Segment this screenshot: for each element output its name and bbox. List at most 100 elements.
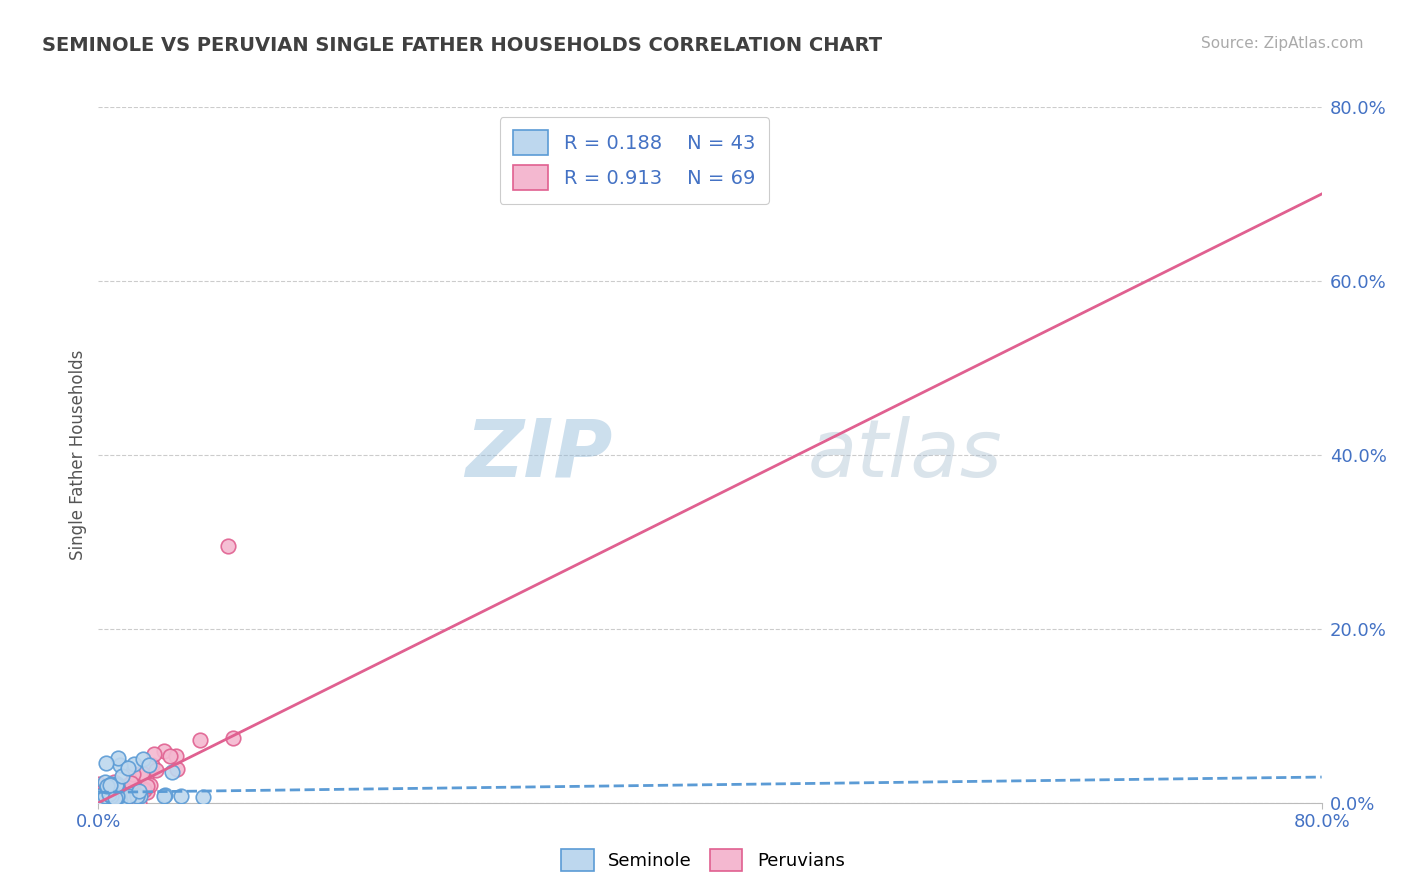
Text: ZIP: ZIP	[465, 416, 612, 494]
Point	[94, 796, 117, 810]
Point	[117, 792, 139, 806]
Point	[108, 789, 131, 803]
Point	[118, 789, 141, 803]
Point	[105, 779, 128, 793]
Point	[127, 790, 149, 805]
Point	[217, 539, 239, 553]
Point	[122, 766, 145, 780]
Point	[166, 762, 188, 776]
Text: atlas: atlas	[808, 416, 1002, 494]
Point	[122, 756, 145, 771]
Y-axis label: Single Father Households: Single Father Households	[69, 350, 87, 560]
Point	[188, 732, 211, 747]
Point	[159, 748, 181, 763]
Point	[142, 747, 165, 761]
Point	[145, 763, 167, 777]
Point	[108, 796, 131, 810]
Point	[103, 775, 125, 789]
Point	[104, 796, 127, 810]
Point	[87, 796, 110, 810]
Point	[128, 784, 150, 798]
Point	[97, 792, 120, 806]
Point	[89, 777, 111, 791]
Point	[100, 777, 122, 791]
Point	[110, 794, 132, 808]
Point	[160, 764, 183, 779]
Point	[125, 789, 148, 803]
Point	[89, 790, 111, 805]
Text: Source: ZipAtlas.com: Source: ZipAtlas.com	[1201, 36, 1364, 51]
Point	[193, 789, 215, 804]
Point	[87, 795, 110, 809]
Point	[128, 796, 150, 810]
Point	[108, 790, 131, 805]
Point	[222, 731, 245, 746]
Point	[96, 781, 118, 796]
Point	[138, 758, 160, 772]
Point	[103, 784, 125, 798]
Point	[103, 786, 125, 800]
Point	[117, 761, 139, 775]
Point	[91, 783, 114, 797]
Legend: Seminole, Peruvians: Seminole, Peruvians	[554, 842, 852, 879]
Point	[100, 793, 122, 807]
Point	[122, 796, 145, 810]
Point	[90, 789, 112, 803]
Text: SEMINOLE VS PERUVIAN SINGLE FATHER HOUSEHOLDS CORRELATION CHART: SEMINOLE VS PERUVIAN SINGLE FATHER HOUSE…	[42, 36, 883, 54]
Point	[118, 787, 141, 801]
Point	[94, 774, 117, 789]
Point	[131, 766, 153, 780]
Legend: R = 0.188    N = 43, R = 0.913    N = 69: R = 0.188 N = 43, R = 0.913 N = 69	[499, 117, 769, 203]
Point	[100, 789, 122, 803]
Point	[98, 796, 121, 810]
Point	[94, 780, 117, 794]
Point	[117, 778, 139, 792]
Point	[103, 789, 125, 803]
Point	[87, 793, 110, 807]
Point	[105, 789, 128, 803]
Point	[129, 767, 152, 781]
Point	[111, 769, 134, 783]
Point	[139, 777, 162, 791]
Point	[96, 781, 118, 796]
Point	[89, 796, 111, 810]
Point	[87, 796, 110, 810]
Point	[87, 786, 110, 800]
Point	[93, 787, 115, 801]
Point	[93, 796, 115, 810]
Point	[91, 796, 114, 810]
Point	[97, 787, 120, 801]
Point	[108, 781, 131, 796]
Point	[111, 796, 134, 810]
Point	[117, 784, 139, 798]
Point	[153, 789, 176, 803]
Point	[104, 789, 127, 803]
Point	[94, 792, 117, 806]
Point	[100, 784, 122, 798]
Point	[108, 758, 131, 772]
Point	[89, 789, 111, 803]
Point	[112, 791, 135, 805]
Point	[93, 789, 115, 803]
Point	[110, 793, 132, 807]
Point	[100, 779, 122, 793]
Point	[89, 796, 111, 810]
Point	[91, 787, 114, 801]
Point	[104, 795, 127, 809]
Point	[104, 789, 127, 803]
Point	[89, 796, 111, 810]
Point	[94, 756, 117, 770]
Point	[107, 777, 129, 791]
Point	[136, 784, 159, 798]
Point	[91, 793, 114, 807]
Point	[96, 789, 118, 803]
Point	[89, 789, 111, 804]
Point	[141, 757, 163, 772]
Point	[132, 781, 155, 796]
Point	[96, 779, 118, 793]
Point	[111, 796, 134, 810]
Point	[132, 751, 155, 765]
Point	[93, 791, 115, 805]
Point	[153, 789, 176, 803]
Point	[91, 792, 114, 806]
